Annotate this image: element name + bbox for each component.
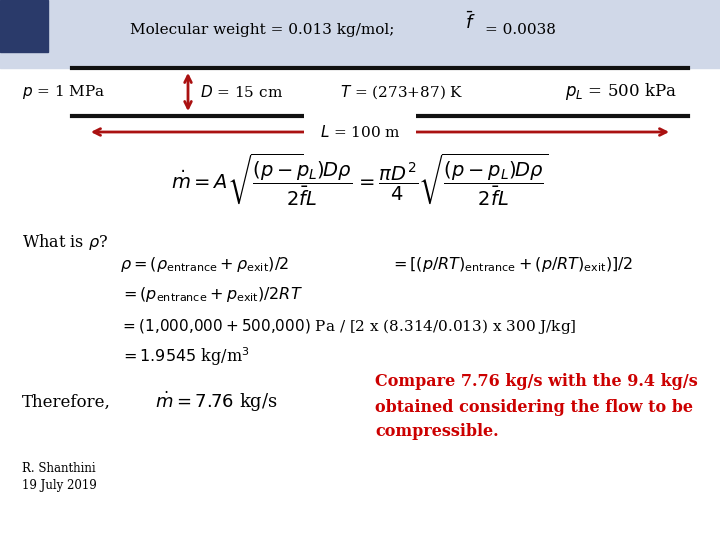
- Text: Molecular weight = 0.013 kg/mol;: Molecular weight = 0.013 kg/mol;: [130, 23, 395, 37]
- Text: = 0.0038: = 0.0038: [485, 23, 556, 37]
- Text: $\bar{f}$: $\bar{f}$: [465, 11, 476, 33]
- Text: $p$ = 1 MPa: $p$ = 1 MPa: [22, 83, 105, 101]
- Bar: [0, 0, 720, 68]
- Text: 19 July 2019: 19 July 2019: [22, 478, 96, 491]
- Text: compressible.: compressible.: [375, 423, 499, 441]
- Bar: [0, 0, 48, 52]
- Text: $= (1{,}000{,}000 + 500{,}000)$ Pa / [2 x (8.314/0.013) x 300 J/kg]: $= (1{,}000{,}000 + 500{,}000)$ Pa / [2 …: [120, 318, 577, 336]
- Text: obtained considering the flow to be: obtained considering the flow to be: [375, 399, 693, 415]
- Text: $p_L$ = 500 kPa: $p_L$ = 500 kPa: [565, 82, 677, 103]
- Text: $\dot{m} = 7.76$ kg/s: $\dot{m} = 7.76$ kg/s: [155, 390, 278, 414]
- Text: $= 1.9545$ kg/m$^3$: $= 1.9545$ kg/m$^3$: [120, 346, 250, 368]
- Text: $\dot{m} = A\sqrt{\dfrac{(p-p_L)D\rho}{2\bar{f}L}} = \dfrac{\pi D^2}{4}\sqrt{\df: $\dot{m} = A\sqrt{\dfrac{(p-p_L)D\rho}{2…: [171, 152, 549, 208]
- Text: $T$ = (273+87) K: $T$ = (273+87) K: [340, 83, 464, 101]
- Text: $\rho = (\rho_{\mathrm{entrance}} + \rho_{\mathrm{exit}}) / 2$: $\rho = (\rho_{\mathrm{entrance}} + \rho…: [120, 255, 289, 274]
- Text: $= (p_{\mathrm{entrance}} + p_{\mathrm{exit}}) / 2RT$: $= (p_{\mathrm{entrance}} + p_{\mathrm{e…: [120, 286, 303, 305]
- Text: Compare 7.76 kg/s with the 9.4 kg/s: Compare 7.76 kg/s with the 9.4 kg/s: [375, 374, 698, 390]
- Text: What is $\rho$?: What is $\rho$?: [22, 232, 108, 252]
- Text: Therefore,: Therefore,: [22, 394, 111, 410]
- Text: $= [(p/RT)_{\mathrm{entrance}} + (p/RT)_{\mathrm{exit}})] / 2$: $= [(p/RT)_{\mathrm{entrance}} + (p/RT)_…: [390, 255, 633, 274]
- Text: R. Shanthini: R. Shanthini: [22, 462, 96, 475]
- Text: $D$ = 15 cm: $D$ = 15 cm: [200, 84, 283, 100]
- Text: $L$ = 100 m: $L$ = 100 m: [320, 124, 400, 140]
